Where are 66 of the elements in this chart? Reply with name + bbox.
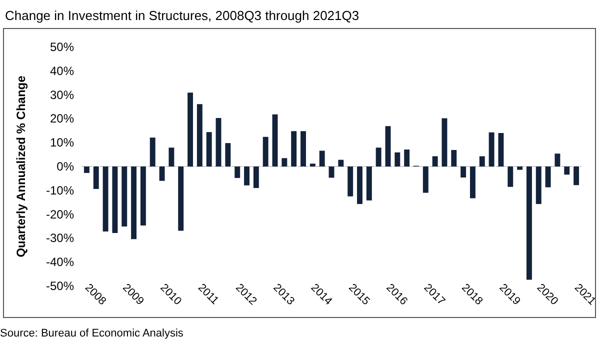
bar	[159, 166, 165, 181]
y-tick-label: 50%	[50, 40, 74, 54]
bar	[291, 131, 297, 166]
bar	[225, 143, 231, 166]
y-tick-label: 0%	[56, 160, 74, 174]
bar	[357, 166, 362, 204]
bar	[234, 166, 240, 178]
bar	[545, 166, 551, 188]
bar	[140, 166, 146, 226]
bar	[310, 164, 316, 166]
bar	[442, 118, 448, 166]
bar	[328, 166, 334, 178]
bar	[244, 166, 250, 186]
bar	[319, 150, 325, 166]
y-tick-label: -10%	[46, 183, 74, 198]
bar	[338, 160, 344, 166]
y-axis-title: Quarterly Annualized % Change	[14, 75, 28, 258]
bar	[150, 138, 156, 166]
y-tick-label: -50%	[46, 279, 74, 293]
bar	[574, 166, 580, 186]
bar	[131, 166, 137, 240]
bar	[366, 166, 372, 200]
y-tick-label: -20%	[46, 207, 74, 222]
bar	[470, 166, 476, 198]
bar	[508, 166, 514, 187]
bar	[122, 166, 128, 226]
bar	[488, 132, 494, 166]
bar	[216, 118, 222, 166]
bar	[479, 156, 485, 166]
y-tick-label: 30%	[50, 88, 74, 102]
bar	[536, 166, 542, 204]
y-tick-label: 10%	[50, 136, 74, 150]
bar	[460, 166, 466, 178]
bar	[348, 166, 354, 196]
bar	[168, 148, 174, 166]
y-tick-label: -30%	[46, 231, 74, 246]
bar	[112, 166, 118, 233]
bar	[404, 150, 410, 166]
bar	[93, 166, 99, 189]
bar	[282, 158, 288, 166]
bar	[253, 166, 259, 188]
y-tick-label: -40%	[46, 255, 74, 270]
bar	[498, 133, 504, 166]
bar	[262, 136, 268, 166]
chart-title: Change in Investment in Structures, 2008Q3 through 2021Q3	[5, 8, 360, 23]
bar	[517, 166, 523, 170]
bar	[432, 156, 438, 166]
y-tick-label: 20%	[50, 112, 74, 126]
bar	[394, 152, 400, 166]
bar	[376, 148, 382, 166]
bar	[385, 126, 391, 166]
bar	[564, 166, 570, 175]
bar	[188, 92, 194, 166]
bar	[300, 131, 306, 166]
bar	[196, 104, 202, 166]
bar	[178, 166, 184, 231]
bar	[422, 166, 428, 193]
bar	[102, 166, 108, 232]
bar	[451, 150, 457, 166]
bar	[84, 166, 90, 173]
bar	[206, 132, 212, 166]
y-tick-label: 40%	[50, 64, 74, 78]
source-note: Source: Bureau of Economic Analysis	[0, 328, 184, 340]
bar	[554, 154, 560, 166]
bar	[526, 166, 532, 280]
bar	[272, 114, 278, 166]
